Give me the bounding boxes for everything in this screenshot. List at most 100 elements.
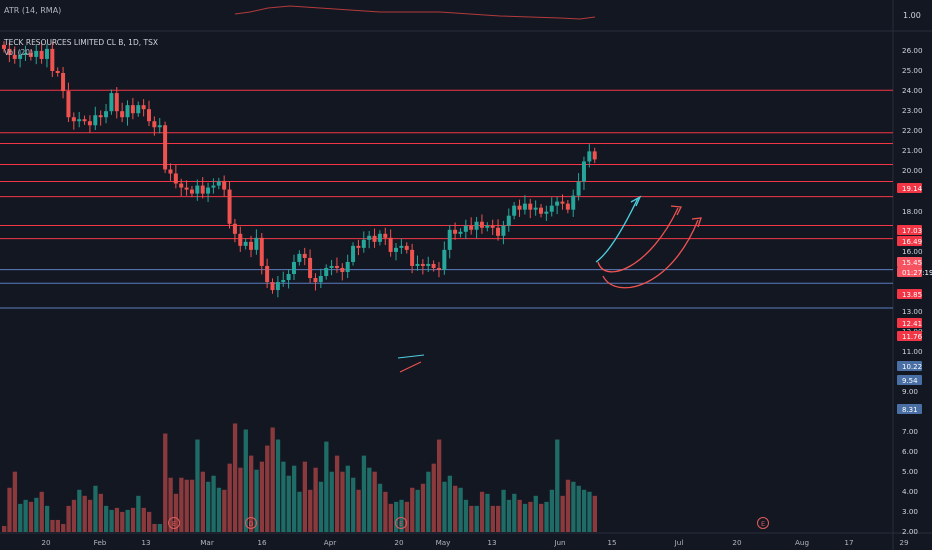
candle-body: [420, 263, 425, 266]
candle-body: [125, 105, 130, 118]
price-tag-background: [897, 257, 922, 267]
volume-bar: [458, 487, 463, 532]
candle-body: [318, 276, 323, 283]
volume-bar: [334, 455, 340, 532]
candle-body: [222, 181, 227, 190]
candle-body: [152, 121, 157, 128]
candle-body: [334, 265, 339, 268]
candle-body: [200, 185, 205, 194]
candle-body: [458, 231, 463, 234]
price-axis-tick-label: 16.00: [902, 247, 923, 256]
volume-bar: [179, 477, 184, 532]
event-marker-label: D: [248, 520, 253, 528]
candle-body: [517, 205, 522, 210]
volume-bar: [474, 505, 479, 532]
volume-bar: [329, 471, 334, 532]
candle-body: [469, 225, 474, 230]
x-axis-tick-label: 20: [394, 538, 404, 547]
price-axis-tick-label: 26.00: [902, 46, 923, 55]
volume-bar: [420, 483, 426, 532]
volume-bar: [61, 523, 66, 532]
candle-body: [539, 207, 543, 214]
candle-body: [7, 48, 12, 55]
volume-bar: [555, 439, 560, 532]
candle-body: [270, 282, 275, 291]
candle-body: [23, 52, 28, 55]
volume-bar: [270, 427, 275, 532]
price-tag-background: [897, 225, 922, 235]
atr-axis-value: 1.00: [903, 11, 921, 20]
event-marker-circle: [168, 517, 180, 529]
volume-bar: [388, 503, 393, 532]
x-axis-tick-label: 20: [41, 538, 51, 547]
price-tag-label: 17.03: [902, 227, 922, 235]
volume-bar: [125, 509, 130, 532]
candle-body: [533, 207, 538, 210]
candle-body: [87, 121, 92, 126]
candle-body: [18, 54, 23, 59]
candle-body: [361, 239, 366, 248]
x-axis-tick-label: 13: [141, 538, 150, 547]
price-tag-background: [897, 375, 922, 385]
candle-body: [367, 235, 372, 240]
candle-body: [485, 225, 490, 228]
volume-bar: [211, 475, 216, 532]
volume-bar: [82, 495, 87, 532]
volume-bar: [50, 519, 55, 532]
candle-body: [157, 125, 162, 128]
price-axis-tick-label: 24.00: [902, 86, 923, 95]
volume-bar: [528, 501, 533, 532]
candle-body: [291, 261, 296, 274]
volume-bar: [291, 465, 297, 532]
candle-body: [340, 267, 345, 272]
candle-body: [415, 263, 420, 266]
volume-bar: [184, 479, 189, 532]
candle-body: [195, 185, 200, 194]
price-tag: 16.49: [897, 236, 922, 246]
price-tag: 01:27:19: [897, 267, 932, 277]
candle-body: [146, 109, 151, 122]
volume-bar: [163, 433, 168, 532]
atr-indicator-label[interactable]: ATR (14, RMA): [4, 6, 62, 15]
x-axis-tick-label: Feb: [94, 538, 107, 547]
atr-line: [234, 5, 596, 20]
candle-body: [388, 237, 393, 252]
candle-body: [496, 227, 501, 236]
candle-body: [249, 241, 254, 250]
volume-bar: [152, 523, 157, 532]
volume-label[interactable]: Vol (20): [4, 48, 34, 57]
event-marker-label: E: [761, 520, 765, 528]
candle-body: [324, 267, 329, 277]
candle-body: [104, 111, 109, 118]
cyan-arrow-drawing: [595, 197, 639, 263]
x-axis-tick-label: 29: [899, 538, 909, 547]
red-line-drawing: [399, 361, 422, 373]
volume-axis-tick-label: 2.00: [902, 527, 918, 536]
candle-body: [66, 91, 71, 118]
price-axis-tick-label: 20.00: [902, 166, 923, 175]
price-tag: 9.54: [897, 375, 922, 385]
red-arc-drawing-2: [602, 219, 699, 289]
candle-body: [442, 249, 447, 270]
price-tag-background: [897, 361, 922, 371]
candle-body: [565, 203, 570, 210]
price-axis-tick-label: 9.00: [902, 387, 918, 396]
volume-axis-tick-label: 4.00: [902, 487, 918, 496]
volume-bar: [394, 501, 399, 532]
price-tag: 17.03: [897, 225, 922, 235]
volume-bar: [404, 501, 410, 532]
volume-bar: [517, 499, 522, 532]
candle-body: [394, 247, 399, 252]
volume-bar: [442, 481, 447, 532]
symbol-title[interactable]: TECK RESOURCES LIMITED CL B, 1D, TSX: [4, 38, 158, 47]
candle-body: [77, 119, 82, 122]
red-arrowhead-drawing-2: [691, 217, 702, 228]
candle-body: [238, 233, 243, 246]
candle-body: [576, 181, 581, 196]
volume-bar: [286, 475, 291, 532]
volume-bar: [93, 485, 98, 532]
price-axis-tick-label: 21.00: [902, 146, 923, 155]
volume-bar: [222, 489, 227, 532]
